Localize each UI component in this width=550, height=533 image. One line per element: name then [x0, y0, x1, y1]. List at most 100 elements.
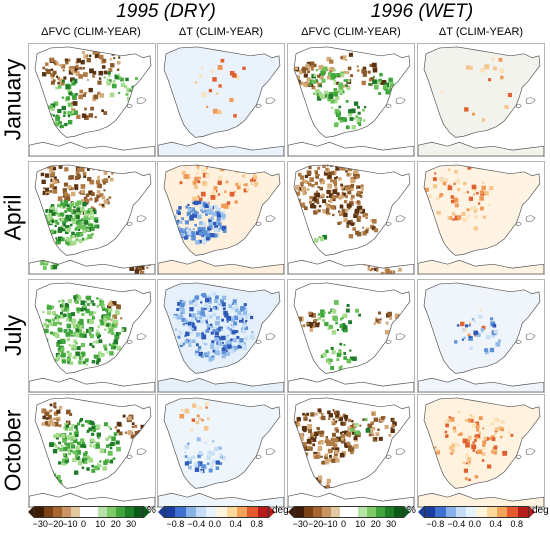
- map-data-cell: [80, 354, 82, 357]
- map-data-cell: [79, 89, 84, 94]
- map-data-cell: [48, 486, 52, 490]
- map-data-cell: [103, 320, 107, 324]
- map-data-cell: [202, 181, 207, 186]
- column-header-t-1995: ΔT (CLIM-YEAR): [178, 26, 264, 38]
- map-data-cell: [131, 254, 136, 259]
- africa-landmass: [29, 493, 155, 507]
- map-data-cell: [187, 208, 192, 213]
- map-data-cell: [67, 352, 72, 357]
- map-data-cell: [468, 196, 474, 201]
- colorbar-swatch: [476, 507, 487, 517]
- map-data-cell: [385, 321, 389, 325]
- map-data-cell: [61, 299, 65, 303]
- island-outline: [127, 103, 133, 108]
- map-data-cell: [57, 204, 61, 208]
- colorbar-swatch: [107, 507, 116, 517]
- map-data-cell: [348, 52, 353, 57]
- map-data-cell: [87, 176, 92, 182]
- map-data-cell: [45, 473, 49, 477]
- map-data-cell: [236, 335, 240, 339]
- map-data-cell: [43, 322, 47, 327]
- map-data-cell: [55, 219, 58, 223]
- island-outline: [386, 454, 392, 459]
- map-data-cell: [469, 346, 473, 351]
- colorbar-arrow-right: [269, 506, 275, 518]
- map-data-cell: [73, 206, 76, 209]
- map-data-cell: [479, 308, 482, 312]
- map-data-cell: [321, 460, 325, 465]
- colorbar-arrow-left: [288, 506, 294, 518]
- map-data-cell: [62, 436, 67, 442]
- map-data-cell: [463, 336, 466, 340]
- map-data-cell: [495, 341, 501, 347]
- map-data-cell: [350, 428, 355, 432]
- map-data-cell: [184, 220, 190, 225]
- map-data-cell: [338, 415, 342, 418]
- map-data-cell: [479, 196, 484, 201]
- map-data-cell: [224, 190, 227, 194]
- map-data-cell: [200, 320, 205, 324]
- map-data-cell: [72, 80, 75, 83]
- colorbar-swatch: [206, 507, 217, 517]
- map-data-cell: [239, 313, 244, 319]
- map-data-cell: [375, 318, 380, 323]
- map-data-cell: [480, 328, 484, 332]
- map-data-cell: [103, 460, 108, 465]
- map-data-cell: [131, 258, 137, 264]
- colorbar-tick-label: 30: [126, 519, 137, 529]
- map-data-cell: [215, 345, 220, 350]
- map-data-cell: [55, 208, 58, 211]
- map-data-cell: [42, 310, 45, 314]
- map-data-cell: [88, 217, 91, 220]
- map-data-cell: [131, 422, 135, 426]
- map-data-cell: [188, 300, 194, 305]
- map-panel-october-t-1995: [157, 394, 285, 508]
- map-data-cell: [74, 470, 79, 475]
- map-panel-january-fvc-1995: [28, 43, 156, 157]
- map-data-cell: [98, 334, 102, 338]
- map-data-cell: [317, 316, 322, 321]
- map-data-cell: [475, 434, 481, 439]
- map-data-cell: [70, 105, 73, 108]
- map-data-cell: [91, 468, 96, 473]
- map-data-cell: [48, 208, 53, 213]
- iberia-landmass: [294, 282, 410, 374]
- map-data-cell: [370, 429, 374, 434]
- map-data-cell: [317, 166, 321, 170]
- map-data-cell: [196, 214, 202, 220]
- map-data-cell: [83, 175, 87, 179]
- map-data-cell: [205, 319, 208, 323]
- map-data-cell: [225, 341, 231, 347]
- map-data-cell: [222, 456, 226, 460]
- colorbar-tick-label: 10: [95, 519, 106, 529]
- map-data-cell: [469, 66, 473, 70]
- map-data-cell: [226, 201, 231, 205]
- map-data-cell: [99, 193, 104, 198]
- map-data-cell: [80, 342, 85, 348]
- map-data-cell: [377, 247, 382, 253]
- map-data-cell: [245, 164, 250, 169]
- map-data-cell: [97, 80, 102, 85]
- map-data-cell: [81, 224, 87, 230]
- map-data-cell: [355, 308, 359, 313]
- map-data-cell: [93, 164, 99, 169]
- colorbar-swatch: [445, 507, 456, 517]
- map-data-cell: [510, 433, 514, 437]
- map-data-cell: [234, 200, 238, 204]
- map-data-cell: [222, 344, 228, 350]
- map-data-cell: [456, 215, 462, 220]
- map-data-cell: [356, 200, 360, 203]
- map-data-cell: [103, 422, 108, 427]
- map-data-cell: [129, 266, 135, 271]
- map-data-cell: [463, 181, 467, 186]
- map-data-cell: [208, 294, 212, 299]
- island-outline: [127, 339, 133, 344]
- map-data-cell: [201, 168, 206, 173]
- map-data-cell: [80, 325, 85, 329]
- map-data-cell: [61, 461, 66, 466]
- map-data-cell: [63, 313, 67, 318]
- map-data-cell: [331, 308, 337, 314]
- map-data-cell: [60, 205, 64, 209]
- map-data-cell: [106, 311, 112, 317]
- map-data-cell: [313, 483, 317, 487]
